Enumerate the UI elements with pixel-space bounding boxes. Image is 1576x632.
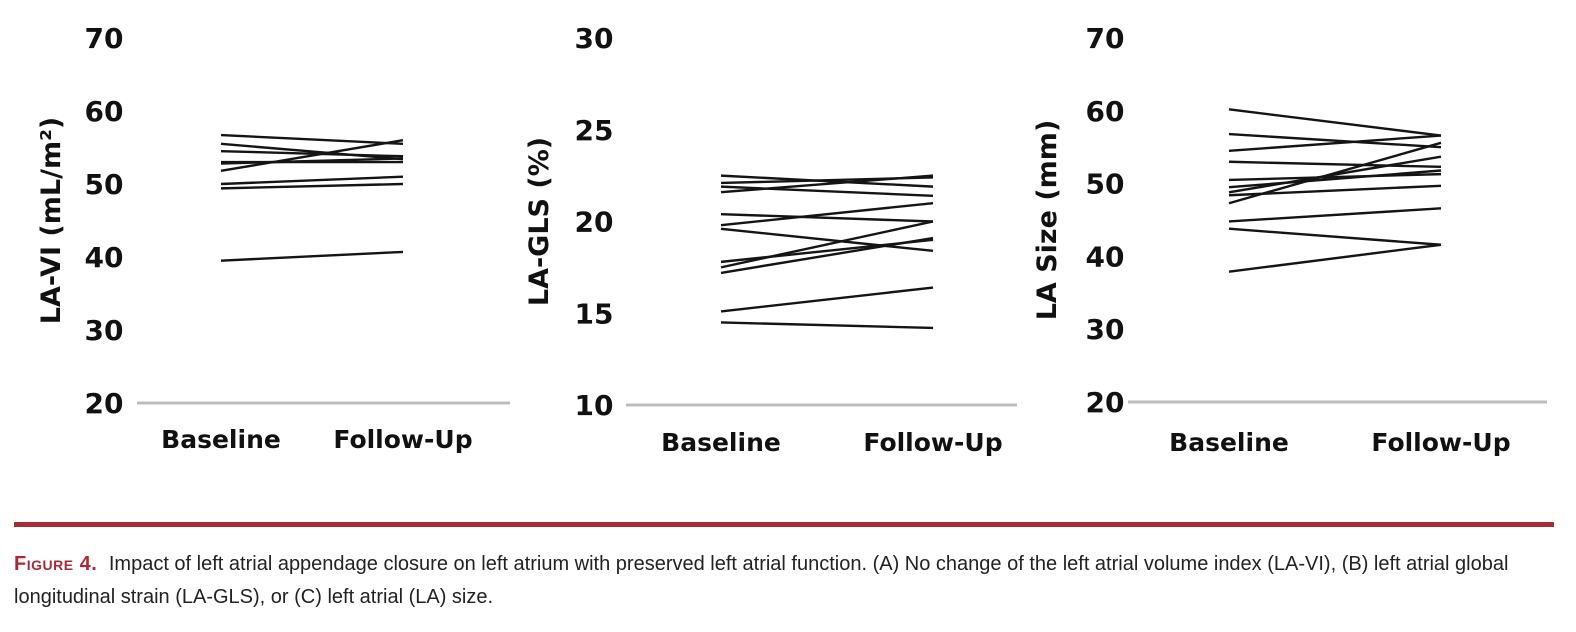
y-tick-label: 40 [1086, 240, 1125, 273]
y-tick-label: 20 [1086, 386, 1125, 419]
y-tick-label: 60 [1086, 95, 1125, 128]
y-tick-label: 30 [1086, 313, 1125, 346]
patient-series-line [1228, 207, 1442, 223]
patient-series-line [720, 201, 934, 227]
y-tick-label: 20 [575, 206, 614, 239]
y-tick-label: 50 [1086, 168, 1125, 201]
caption-divider [14, 522, 1554, 527]
y-axis-label: LA Size (mm) [1032, 120, 1063, 321]
panel-a-la-vi-chart: 20 30 40 50 60 70 LA-VI (mL/m²) Baseline Follow-… [36, 22, 510, 454]
x-category-label: Follow-Up [333, 425, 472, 454]
patient-series-line [1228, 141, 1442, 205]
patient-series-line [720, 286, 934, 313]
y-tick-label: 30 [85, 314, 124, 347]
y-tick-label: 60 [85, 95, 124, 128]
x-category-label: Baseline [661, 428, 781, 457]
patient-series-line [1228, 169, 1442, 189]
patient-series-line [1228, 134, 1442, 153]
patient-series-line [1228, 243, 1442, 273]
x-category-label: Baseline [1169, 428, 1289, 457]
patient-series-line [720, 321, 934, 330]
patient-series-line [1228, 160, 1442, 169]
patient-series-line [220, 149, 404, 158]
patient-series-line [220, 139, 404, 173]
patient-series-line [220, 175, 404, 186]
y-tick-label: 10 [575, 389, 614, 422]
caption-text: Impact of left atrial appendage closure … [14, 553, 1509, 608]
patient-series-line [1228, 155, 1442, 194]
patient-series-line [1228, 172, 1442, 182]
patient-series-line [720, 185, 934, 198]
patient-series-line [220, 157, 404, 165]
patient-series-line [220, 182, 404, 190]
y-tick-label: 70 [1086, 22, 1125, 55]
y-tick-label: 50 [85, 168, 124, 201]
patient-series-line [1228, 132, 1442, 149]
panel-c-la-size-chart: 20 30 40 50 60 70 LA Size (mm) Baseline Follow-U… [1032, 22, 1547, 457]
y-tick-label: 40 [85, 241, 124, 274]
patient-series-line [720, 174, 934, 194]
y-tick-label: 15 [575, 297, 614, 330]
x-category-label: Follow-Up [863, 428, 1002, 457]
patient-series-line [220, 133, 404, 146]
y-tick-label: 20 [85, 387, 124, 420]
figure-4-charts: 20 30 40 50 60 70 LA-VI (mL/m²) Baseline Follow-… [36, 22, 1547, 457]
y-tick-label: 30 [575, 22, 614, 55]
y-axis-label: LA-GLS (%) [524, 137, 555, 306]
y-axis-label: LA-VI (mL/m²) [36, 117, 67, 325]
x-category-label: Baseline [161, 425, 281, 454]
patient-series-line [720, 236, 934, 275]
figure-label: Figure 4. [14, 553, 98, 575]
patient-series-line [220, 142, 404, 161]
figure-caption: Figure 4. Impact of left atrial appendag… [14, 548, 1564, 614]
y-tick-label: 25 [575, 114, 614, 147]
panel-b-la-gls-chart: 10 15 20 25 30 LA-GLS (%) Baseline Follow-Up [524, 22, 1017, 457]
patient-series-line [1228, 227, 1442, 246]
y-tick-label: 70 [85, 22, 124, 55]
patient-series-line [720, 212, 934, 223]
patient-series-line [720, 220, 934, 269]
patient-series-line [720, 227, 934, 253]
patient-series-line [220, 250, 404, 262]
patient-series-line [1228, 108, 1442, 137]
x-category-label: Follow-Up [1371, 428, 1510, 457]
